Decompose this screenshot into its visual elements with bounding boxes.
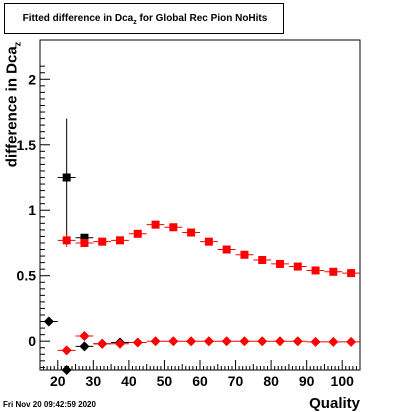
x-tick-label: 100: [331, 373, 355, 389]
x-tick-label: 40: [121, 373, 137, 389]
x-tick-label: 80: [263, 373, 279, 389]
data-point-diamond: [239, 336, 250, 347]
y-tick-label: 1.5: [17, 137, 37, 153]
data-point-diamond: [97, 338, 108, 349]
data-point-square: [347, 269, 356, 278]
data-point-square: [169, 223, 178, 232]
data-point-diamond: [61, 365, 72, 375]
data-point-diamond: [61, 345, 72, 356]
data-point-diamond: [132, 337, 143, 348]
data-point-square: [329, 267, 338, 276]
y-tick-label: 1: [28, 202, 36, 218]
data-point-square: [133, 229, 142, 238]
data-point-diamond: [275, 336, 285, 347]
data-point-diamond: [257, 336, 268, 347]
data-point-square: [311, 266, 320, 275]
y-tick-label: 0: [28, 333, 36, 349]
chart-title-sub: z: [133, 19, 137, 26]
x-tick-label: 60: [192, 373, 208, 389]
data-point-diamond: [79, 341, 90, 352]
data-point-square: [293, 262, 302, 271]
x-tick-label: 30: [86, 373, 102, 389]
data-point-square: [204, 237, 213, 246]
data-point-diamond: [221, 336, 232, 347]
data-point-square: [62, 173, 71, 182]
x-axis-label: Quality: [309, 395, 360, 412]
data-point-square: [258, 256, 267, 264]
data-point-diamond: [115, 338, 125, 349]
x-tick-label: 50: [157, 373, 173, 389]
chart-title: Fitted difference in Dcaz for Global Rec…: [5, 13, 285, 26]
data-point-square: [80, 233, 89, 242]
chart-title-main: Fitted difference in Dca: [22, 13, 134, 24]
data-point-diamond: [150, 336, 161, 347]
x-tick-label: 20: [50, 373, 66, 389]
chart-title-rest: for Global Rec Pion NoHits: [136, 13, 268, 24]
y-tick-label: 0.5: [17, 268, 37, 284]
data-point-diamond: [79, 330, 90, 341]
data-point-square: [80, 238, 89, 247]
data-point-diamond: [168, 336, 179, 347]
data-point-square: [98, 237, 107, 246]
data-point-diamond: [203, 336, 214, 347]
plot-frame: [39, 39, 361, 371]
data-point-diamond: [328, 336, 339, 347]
data-point-square: [62, 236, 71, 245]
timestamp: Fri Nov 20 09:42:59 2020: [3, 400, 96, 409]
data-point-square: [240, 250, 249, 259]
data-point-diamond: [346, 336, 357, 347]
data-point-square: [187, 228, 196, 237]
data-point-diamond: [292, 336, 303, 347]
data-point-square: [116, 236, 124, 245]
data-point-diamond: [186, 336, 197, 347]
data-point-square: [151, 220, 160, 229]
data-point-diamond: [310, 336, 321, 347]
data-point-square: [276, 259, 284, 268]
x-tick-label: 70: [228, 373, 244, 389]
title-box: Fitted difference in Dcaz for Global Rec…: [4, 3, 284, 34]
x-tick-label: 90: [299, 373, 315, 389]
data-point-square: [222, 245, 231, 254]
y-tick-label: 2: [28, 71, 36, 87]
data-point-diamond: [43, 316, 54, 327]
